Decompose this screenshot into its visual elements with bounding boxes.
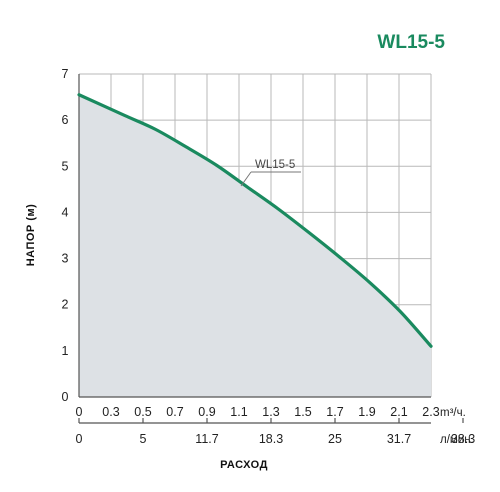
y-tick-label: 2 xyxy=(62,298,69,312)
y-axis-label: НАПОР (м) xyxy=(25,204,37,267)
x-axis-label: РАСХОД xyxy=(220,459,268,471)
x2-tick-label: 31.7 xyxy=(387,432,411,446)
axes xyxy=(78,74,464,424)
x-tick-label: 1.9 xyxy=(358,405,375,419)
series-layer: WL15-5 xyxy=(77,93,433,348)
x-tick-label: 1.7 xyxy=(326,405,343,419)
y-tick-label: 0 xyxy=(62,390,69,404)
x-tick-label: 0.3 xyxy=(102,405,119,419)
tick-labels: 0 1 2 3 4 5 6 7 0 0.3 0.5 0.7 0.9 1.1 1.3 1.5 1.7 1.9 2.1 2… xyxy=(62,67,476,446)
x2-tick-label: 11.7 xyxy=(195,432,218,446)
y-tick-label: 1 xyxy=(62,344,69,358)
x-tick-label: 1.5 xyxy=(294,405,311,419)
chart-title: WL15-5 xyxy=(377,32,445,53)
x2-tick-label: 18.3 xyxy=(259,432,283,446)
y-tick-label: 3 xyxy=(62,252,69,266)
series-label-leader xyxy=(240,171,252,187)
series-label: WL15-5 xyxy=(255,159,295,171)
x2-tick-label: 0 xyxy=(76,432,83,446)
y-tick-label: 4 xyxy=(62,205,69,219)
x2-tick-label: 25 xyxy=(328,432,342,446)
x-tick-label: 1.1 xyxy=(230,405,247,419)
x2-tick-label: 5 xyxy=(140,432,147,446)
x-tick-label: 1.3 xyxy=(262,405,279,419)
x-tick-label: 0.5 xyxy=(134,405,151,419)
x-tick-label: 2.3 xyxy=(422,405,439,419)
area-layer xyxy=(79,94,431,397)
x-tick-label: 0.7 xyxy=(166,405,183,419)
x-axis-unit: m³/ч. xyxy=(440,407,466,419)
series-line-wl15-5 xyxy=(77,93,433,348)
x-tick-label: 0 xyxy=(76,405,83,419)
x-tick-label: 2.1 xyxy=(390,405,407,419)
x2-tick-label: 38.3 xyxy=(451,432,475,446)
y-tick-label: 7 xyxy=(62,67,69,81)
x2-axis-unit: л/мин. xyxy=(440,434,474,446)
y-tick-label: 5 xyxy=(62,159,69,173)
area-fill xyxy=(79,94,431,397)
x-tick-label: 0.9 xyxy=(198,405,215,419)
y-tick-label: 6 xyxy=(62,113,69,127)
